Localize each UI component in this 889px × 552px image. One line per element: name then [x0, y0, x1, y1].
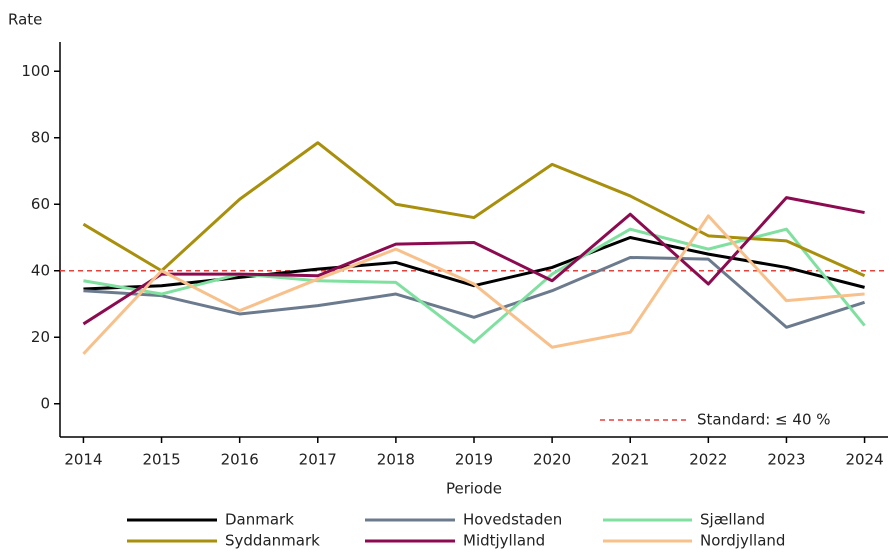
legend-label: Sjælland	[700, 511, 765, 529]
y-axis-label: Rate	[8, 11, 42, 29]
y-tick-label: 60	[31, 195, 50, 213]
x-tick-label: 2015	[142, 451, 180, 469]
x-tick-label: 2020	[533, 451, 571, 469]
x-tick-label: 2024	[845, 451, 883, 469]
x-tick-label: 2016	[221, 451, 259, 469]
y-tick-label: 0	[40, 394, 50, 412]
x-tick-label: 2022	[689, 451, 727, 469]
legend-label: Danmark	[225, 511, 294, 529]
x-tick-label: 2014	[64, 451, 102, 469]
x-tick-label: 2018	[377, 451, 415, 469]
line-series	[82, 196, 865, 326]
reference-label: Standard: ≤ 40 %	[697, 411, 831, 429]
legend-label: Nordjylland	[700, 532, 785, 550]
x-tick-label: 2023	[767, 451, 805, 469]
x-axis-label: Periode	[446, 480, 502, 498]
legend-label: Syddanmark	[225, 532, 320, 550]
line-series	[82, 141, 866, 278]
x-tick-label: 2017	[299, 451, 337, 469]
x-tick-label: 2019	[455, 451, 493, 469]
y-tick-label: 20	[31, 328, 50, 346]
y-tick-label: 100	[21, 62, 50, 80]
line-series	[82, 214, 865, 355]
line-series	[83, 255, 866, 329]
x-tick-label: 2021	[611, 451, 649, 469]
legend-label: Hovedstaden	[463, 511, 562, 529]
y-tick-label: 80	[31, 128, 50, 146]
legend-label: Midtjylland	[463, 532, 545, 550]
line-series	[83, 236, 865, 291]
y-tick-label: 40	[31, 261, 50, 279]
